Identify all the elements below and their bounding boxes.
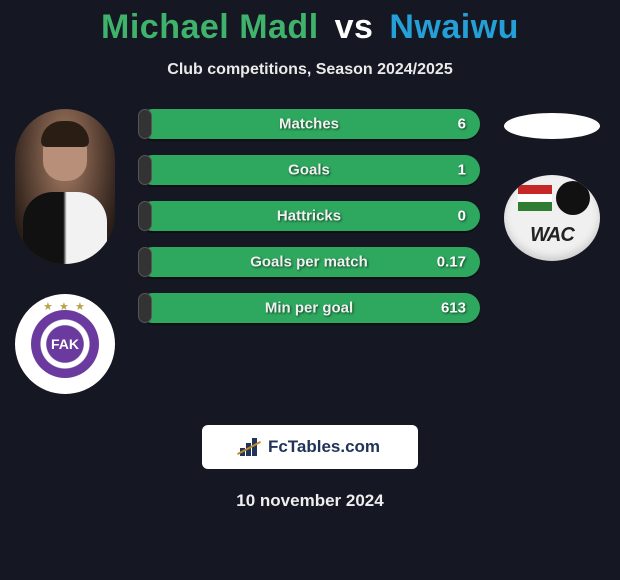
stat-fill [138, 109, 152, 139]
stat-bars: Matches 6 Goals 1 Hattricks 0 Goals per match 0… [138, 109, 480, 339]
player2-name: Nwaiwu [389, 8, 519, 46]
stat-fill [138, 247, 152, 277]
stat-pill: Goals 1 [138, 155, 480, 185]
stat-label: Matches [279, 116, 339, 133]
stat-pill: Hattricks 0 [138, 201, 480, 231]
flag-icon [518, 185, 552, 211]
fctables-logo-icon [240, 438, 262, 456]
stat-label: Goals [288, 162, 330, 179]
player1-photo [15, 109, 115, 264]
brand-text: FcTables.com [268, 437, 380, 457]
player1-name: Michael Madl [101, 8, 319, 46]
ball-icon [556, 181, 590, 215]
player1-club-logo: ★ ★ ★ FAK [15, 294, 115, 394]
stat-label: Hattricks [277, 208, 341, 225]
stat-fill [138, 293, 152, 323]
stat-value: 613 [441, 300, 466, 317]
stat-pill: Matches 6 [138, 109, 480, 139]
content-area: ★ ★ ★ FAK WAC Matches 6 Goals 1 Hattricks 0 Go… [0, 109, 620, 399]
stat-label: Goals per match [250, 254, 368, 271]
comparison-title: Michael Madl vs Nwaiwu [0, 0, 620, 47]
stat-fill [138, 155, 152, 185]
stat-pill: Goals per match 0.17 [138, 247, 480, 277]
footer-brand-badge[interactable]: FcTables.com [202, 425, 418, 469]
stat-pill: Min per goal 613 [138, 293, 480, 323]
club-logo-inner: FAK [31, 310, 99, 378]
footer-date: 10 november 2024 [0, 491, 620, 511]
right-column: WAC [502, 109, 602, 261]
stat-value: 0 [458, 208, 466, 225]
stat-value: 0.17 [437, 254, 466, 271]
vs-label: vs [335, 8, 374, 46]
star-icon: ★ [43, 300, 53, 313]
stat-label: Min per goal [265, 300, 353, 317]
stat-fill [138, 201, 152, 231]
left-column: ★ ★ ★ FAK [10, 109, 120, 394]
player1-torso [23, 192, 107, 264]
club-logo-text: WAC [504, 224, 600, 247]
subtitle: Club competitions, Season 2024/2025 [0, 61, 620, 79]
player2-club-logo: WAC [504, 175, 600, 261]
player2-photo-placeholder [504, 113, 600, 139]
stat-value: 1 [458, 162, 466, 179]
stat-value: 6 [458, 116, 466, 133]
